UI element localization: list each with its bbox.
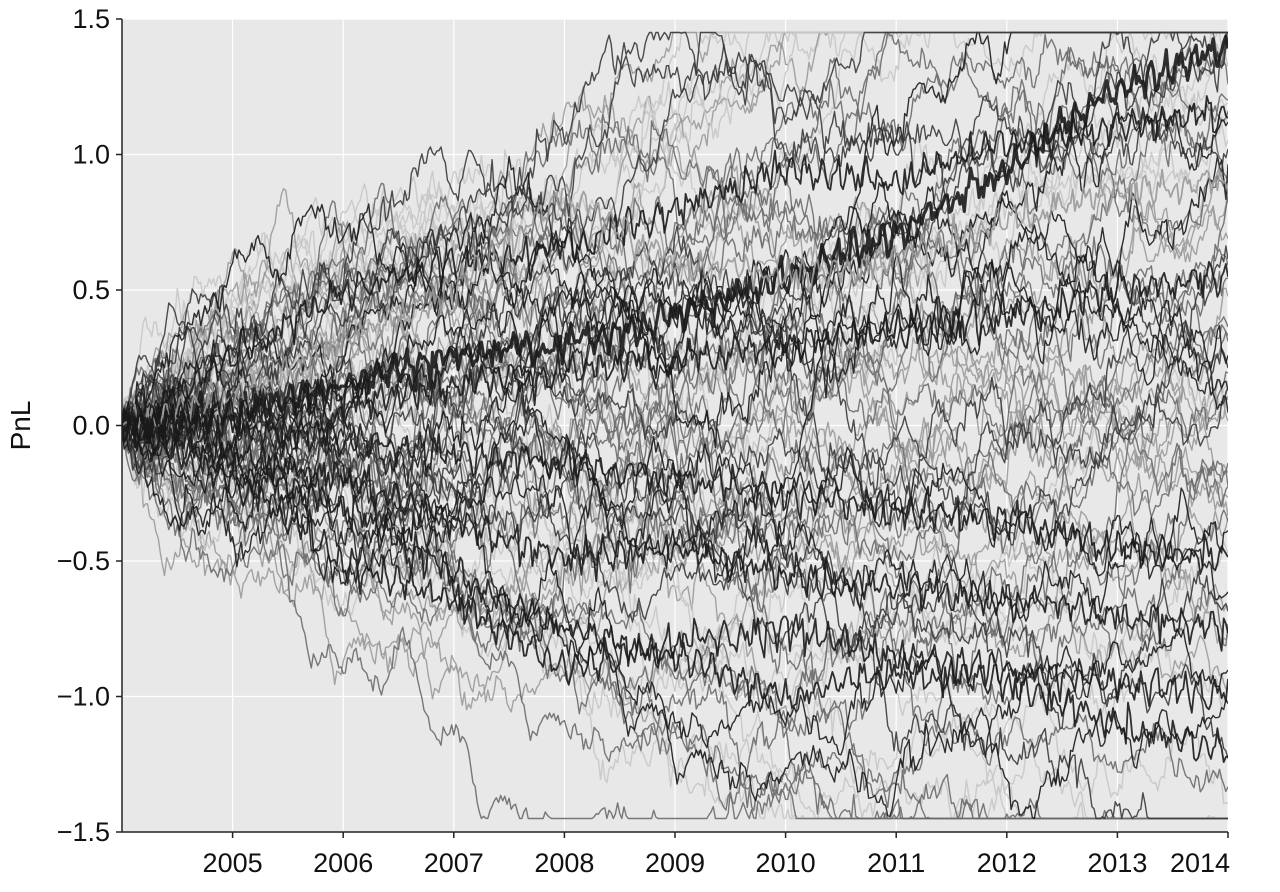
pnl-path (122, 393, 1228, 759)
pnl-path (122, 287, 1228, 589)
pnl-path (122, 95, 1228, 457)
pnl-path (122, 94, 1228, 453)
pnl-path (122, 385, 1228, 632)
x-tick-label: 2010 (756, 848, 816, 878)
x-tick-label: 2009 (645, 848, 705, 878)
pnl-path-highlight (122, 401, 1228, 575)
pnl-path (122, 326, 1228, 820)
pnl-path (122, 155, 1228, 451)
x-tick-label: 2012 (977, 848, 1037, 878)
x-tick-label: 2011 (867, 848, 925, 878)
pnl-path (122, 155, 1228, 449)
y-tick-label: 0.0 (72, 411, 110, 441)
pnl-path (122, 392, 1228, 820)
pnl-path-highlight (122, 168, 1228, 440)
pnl-path (122, 354, 1228, 729)
y-tick-label: 1.0 (72, 140, 110, 170)
series-group (122, 31, 1228, 820)
y-tick-label: −0.5 (57, 546, 110, 576)
x-tick-label: 2007 (424, 848, 484, 878)
pnl-path (122, 269, 1228, 535)
x-tick-label: 2013 (1087, 848, 1147, 878)
y-tick-label: 1.5 (72, 4, 110, 34)
pnl-path (122, 31, 1228, 442)
x-tick-label: 2014 (1170, 848, 1230, 878)
pnl-path-highlight (122, 34, 1228, 442)
axes: −1.5 −1.0 −0.5 0.0 0.5 1.0 1.5 2005 2006 2007 2008… (57, 4, 1230, 878)
pnl-path (122, 354, 1228, 759)
pnl-path (122, 404, 1228, 820)
pnl-path-highlight (122, 414, 1228, 652)
pnl-path (122, 181, 1228, 449)
pnl-path (122, 225, 1228, 525)
pnl-path (122, 161, 1228, 458)
y-tick-label: −1.5 (57, 817, 110, 847)
pnl-path-highlight (122, 261, 1228, 445)
pnl-path (122, 186, 1228, 475)
pnl-path-highlight (122, 408, 1228, 763)
pnl-path-highlight (122, 414, 1228, 714)
x-tick-label: 2008 (534, 848, 594, 878)
pnl-path (122, 342, 1228, 546)
y-tick-label: −1.0 (57, 682, 110, 712)
pnl-path (122, 165, 1228, 495)
pnl-path (122, 195, 1228, 462)
pnl-path-highlight (122, 95, 1228, 439)
y-axis-label: PnL (5, 401, 36, 451)
pnl-path (122, 409, 1228, 622)
x-tick-label: 2005 (203, 848, 263, 878)
x-tick-label: 2006 (313, 848, 373, 878)
y-tick-label: 0.5 (72, 275, 110, 305)
